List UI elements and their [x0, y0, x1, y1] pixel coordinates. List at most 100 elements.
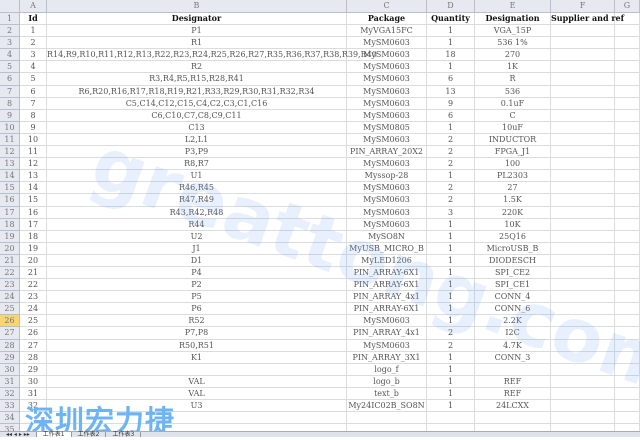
table-cell[interactable]: [615, 242, 640, 255]
row-header[interactable]: 11: [0, 133, 20, 147]
table-cell[interactable]: [551, 61, 615, 74]
table-cell[interactable]: 16: [20, 206, 47, 219]
table-cell[interactable]: MySM0603: [347, 339, 427, 352]
table-cell[interactable]: [551, 279, 615, 292]
table-cell[interactable]: [551, 315, 615, 328]
row-header[interactable]: 27: [0, 327, 20, 340]
column-header[interactable]: D: [427, 0, 475, 13]
table-cell[interactable]: DIODESCH: [475, 254, 551, 267]
table-cell[interactable]: J1: [47, 242, 347, 255]
row-header[interactable]: 19: [0, 230, 20, 243]
table-cell[interactable]: MyVGA15FC: [347, 25, 427, 38]
table-cell[interactable]: [615, 218, 640, 231]
table-cell[interactable]: U3: [47, 400, 347, 413]
table-cell[interactable]: 1K: [475, 61, 551, 74]
table-cell[interactable]: [551, 303, 615, 316]
table-cell[interactable]: C5,C14,C12,C15,C4,C2,C3,C1,C16: [47, 97, 347, 110]
table-cell[interactable]: PIN_ARRAY_3X1: [347, 351, 427, 364]
table-cell[interactable]: [615, 266, 640, 280]
table-cell[interactable]: 21: [20, 266, 47, 280]
row-header[interactable]: 23: [0, 279, 20, 292]
table-cell[interactable]: I2C: [475, 327, 551, 340]
table-cell[interactable]: VGA_15P: [475, 25, 551, 38]
table-cell[interactable]: [551, 327, 615, 340]
table-cell[interactable]: [551, 412, 615, 425]
table-cell[interactable]: MySM0603: [347, 109, 427, 122]
table-cell[interactable]: R2: [47, 61, 347, 74]
table-cell[interactable]: 536 1%: [475, 37, 551, 50]
table-cell[interactable]: [551, 121, 615, 134]
table-cell[interactable]: [615, 387, 640, 400]
table-cell[interactable]: [551, 73, 615, 86]
table-cell[interactable]: My24IC02B_SO8N: [347, 400, 427, 413]
row-header[interactable]: 4: [0, 49, 20, 62]
sheet-tab[interactable]: 工作表2: [72, 432, 107, 438]
table-cell[interactable]: 2: [427, 158, 475, 171]
table-cell[interactable]: P2: [47, 279, 347, 292]
table-cell[interactable]: 31: [20, 387, 47, 400]
column-header[interactable]: C: [347, 0, 427, 13]
table-cell[interactable]: [47, 412, 347, 425]
row-header[interactable]: 21: [0, 254, 20, 267]
table-cell[interactable]: [551, 375, 615, 388]
row-header[interactable]: 29: [0, 351, 20, 364]
table-cell[interactable]: [551, 146, 615, 159]
table-cell[interactable]: [615, 351, 640, 364]
table-cell[interactable]: 19: [20, 242, 47, 255]
table-cell[interactable]: [615, 121, 640, 134]
table-cell[interactable]: [551, 170, 615, 183]
table-cell[interactable]: 1.5K: [475, 194, 551, 207]
table-cell[interactable]: PL2303: [475, 170, 551, 183]
row-header[interactable]: 33: [0, 400, 20, 413]
table-cell[interactable]: [475, 363, 551, 376]
table-cell[interactable]: 24LCXX: [475, 400, 551, 413]
table-cell[interactable]: [475, 412, 551, 425]
table-cell[interactable]: [551, 194, 615, 207]
table-cell[interactable]: MySM0603: [347, 315, 427, 328]
table-cell[interactable]: [615, 85, 640, 98]
table-cell[interactable]: 1: [427, 266, 475, 280]
table-cell[interactable]: [615, 146, 640, 159]
table-cell[interactable]: 9: [20, 121, 47, 134]
table-cell[interactable]: 27: [475, 182, 551, 195]
row-header[interactable]: 32: [0, 387, 20, 400]
table-cell[interactable]: [615, 158, 640, 171]
table-cell[interactable]: P6: [47, 303, 347, 316]
table-cell[interactable]: [551, 37, 615, 50]
table-cell[interactable]: REF: [475, 375, 551, 388]
table-cell[interactable]: [615, 133, 640, 147]
table-cell[interactable]: [615, 339, 640, 352]
table-cell[interactable]: D1: [47, 254, 347, 267]
table-cell[interactable]: [347, 412, 427, 425]
table-cell[interactable]: [551, 254, 615, 267]
row-header[interactable]: 34: [0, 412, 20, 425]
table-cell[interactable]: 1: [427, 351, 475, 364]
table-cell[interactable]: 1: [427, 37, 475, 50]
table-cell[interactable]: 2: [427, 194, 475, 207]
table-cell[interactable]: [551, 218, 615, 231]
table-cell[interactable]: SPI_CE1: [475, 279, 551, 292]
column-header[interactable]: F: [551, 0, 615, 13]
table-cell[interactable]: P5: [47, 291, 347, 304]
table-cell[interactable]: [551, 266, 615, 280]
row-header[interactable]: 15: [0, 182, 20, 195]
table-cell[interactable]: 13: [20, 170, 47, 183]
table-cell[interactable]: 9: [427, 97, 475, 110]
table-cell[interactable]: [551, 339, 615, 352]
table-cell[interactable]: 25Q16: [475, 230, 551, 243]
table-cell[interactable]: R43,R42,R48: [47, 206, 347, 219]
table-cell[interactable]: CONN_3: [475, 351, 551, 364]
row-header[interactable]: 24: [0, 291, 20, 304]
table-cell[interactable]: PIN_ARRAY_20X2: [347, 146, 427, 159]
table-cell[interactable]: 1: [427, 400, 475, 413]
table-cell[interactable]: U2: [47, 230, 347, 243]
table-cell[interactable]: 1: [427, 121, 475, 134]
table-cell[interactable]: 2: [20, 37, 47, 50]
table-cell[interactable]: 12: [20, 158, 47, 171]
table-cell[interactable]: 1: [427, 218, 475, 231]
table-cell[interactable]: R6,R20,R16,R17,R18,R19,R21,R33,R29,R30,R…: [47, 85, 347, 98]
table-cell[interactable]: 3: [427, 206, 475, 219]
table-cell[interactable]: C13: [47, 121, 347, 134]
table-cell[interactable]: 4.7K: [475, 339, 551, 352]
table-cell[interactable]: [615, 25, 640, 38]
